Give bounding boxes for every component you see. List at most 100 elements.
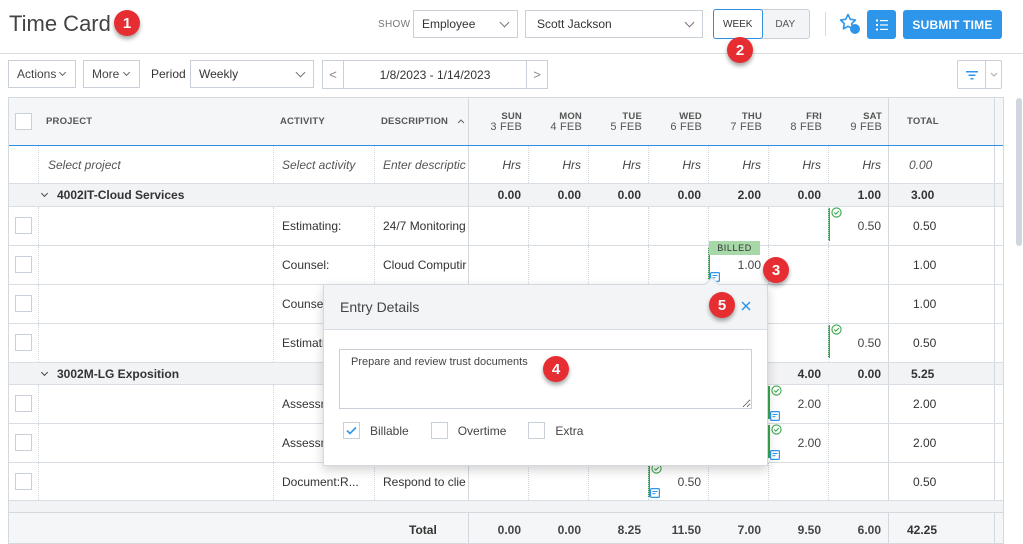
- row-checkbox[interactable]: [15, 256, 32, 273]
- group-title[interactable]: 4002IT-Cloud Services: [40, 184, 184, 206]
- close-icon[interactable]: [739, 299, 753, 313]
- grand-day-total: 11.50: [671, 523, 701, 537]
- filter-chevron-icon[interactable]: [986, 61, 1001, 88]
- hours-input-sun[interactable]: Hrs: [502, 157, 521, 172]
- col-description[interactable]: DESCRIPTION: [381, 98, 465, 145]
- select-all-checkbox[interactable]: [15, 113, 32, 130]
- approved-check-icon: [831, 207, 842, 218]
- row-checkbox[interactable]: [15, 295, 32, 312]
- hours-cell-sat[interactable]: 0.50: [828, 207, 888, 245]
- grand-total-row: Total 0.00 0.00 8.25 11.50 7.00 9.50 6.0…: [9, 512, 1003, 543]
- row-checkbox[interactable]: [15, 473, 32, 490]
- extra-checkbox[interactable]: [528, 422, 546, 439]
- note-icon[interactable]: [770, 450, 780, 460]
- group-total: 5.25: [911, 366, 935, 381]
- submit-time-button[interactable]: SUBMIT TIME: [903, 10, 1002, 39]
- activity-cell[interactable]: Assessm: [282, 436, 331, 450]
- hours-cell-fri[interactable]: 2.00: [768, 385, 828, 423]
- group-title[interactable]: 3002M-LG Exposition: [40, 363, 179, 384]
- group-day-total: 0.00: [677, 188, 701, 202]
- period-select[interactable]: Weekly: [190, 60, 314, 88]
- more-dropdown[interactable]: More: [83, 60, 140, 88]
- row-checkbox[interactable]: [15, 395, 32, 412]
- favorite-star-icon[interactable]: [838, 12, 862, 36]
- date-range[interactable]: 1/8/2023 - 1/14/2023: [379, 67, 491, 82]
- activity-cell[interactable]: Assessm: [282, 397, 331, 411]
- row-checkbox[interactable]: [15, 334, 32, 351]
- hours-input-sat[interactable]: Hrs: [862, 157, 881, 172]
- description-cell[interactable]: Respond to clie: [383, 474, 466, 489]
- hours-input-thu[interactable]: Hrs: [742, 157, 761, 172]
- approved-flag: [648, 464, 650, 497]
- hours-input-fri[interactable]: Hrs: [802, 157, 821, 172]
- activity-cell[interactable]: Counsel:: [282, 258, 330, 272]
- list-view-button[interactable]: [867, 10, 896, 39]
- col-tue: TUE 5 FEB: [610, 110, 642, 133]
- overtime-option[interactable]: Overtime: [430, 422, 506, 439]
- hours-cell-wed[interactable]: 0.50: [648, 463, 708, 500]
- table-row[interactable]: Estimating: 24/7 Monitoring 0.50 0.50: [9, 207, 1003, 246]
- hours-input-wed[interactable]: Hrs: [682, 157, 701, 172]
- chevron-down-icon: [40, 368, 49, 376]
- group-total: 3.00: [911, 188, 935, 202]
- group-day-total: 0.00: [557, 188, 581, 202]
- overtime-checkbox[interactable]: [430, 422, 448, 439]
- entry-note-textarea[interactable]: Prepare and review trust documents: [339, 349, 752, 409]
- total-label: Total: [409, 523, 437, 537]
- grand-total: 42.25: [907, 523, 938, 537]
- day-tab[interactable]: DAY: [775, 18, 796, 30]
- activity-cell[interactable]: Document:R...: [282, 474, 359, 489]
- description-input[interactable]: Enter descriptic: [383, 157, 466, 172]
- col-activity[interactable]: ACTIVITY: [280, 116, 325, 127]
- divider: [825, 12, 826, 36]
- approved-flag: [828, 325, 830, 358]
- grand-day-total: 8.25: [617, 523, 641, 537]
- row-total: 1.00: [913, 297, 937, 311]
- show-by-select[interactable]: Employee: [413, 10, 518, 38]
- project-input[interactable]: Select project: [48, 157, 121, 172]
- col-total: TOTAL: [907, 116, 939, 127]
- filter-icon[interactable]: [958, 61, 986, 88]
- group-row[interactable]: 4002IT-Cloud Services 0.00 0.00 0.00 0.0…: [9, 184, 1003, 207]
- approved-flag: [768, 386, 770, 419]
- table-row[interactable]: Counsel: Cloud Computir BILLED 1.00 1.00: [9, 241, 1003, 285]
- chevron-down-icon: [499, 17, 510, 28]
- col-sun: SUN 3 FEB: [490, 110, 522, 133]
- col-description-label: DESCRIPTION: [381, 116, 449, 127]
- group-day-total: 0.00: [617, 188, 641, 202]
- row-checkbox[interactable]: [15, 434, 32, 451]
- hours-input-mon[interactable]: Hrs: [562, 157, 581, 172]
- actions-dropdown[interactable]: Actions: [8, 60, 76, 88]
- group-day-total: 1.00: [857, 188, 881, 202]
- employee-select[interactable]: Scott Jackson: [525, 10, 703, 38]
- extra-label: Extra: [555, 423, 584, 438]
- vertical-scrollbar[interactable]: [1016, 98, 1022, 246]
- hours-cell-thu[interactable]: BILLED 1.00: [708, 241, 768, 284]
- hours-cell-sat[interactable]: 0.50: [828, 324, 888, 362]
- note-icon[interactable]: [770, 411, 780, 421]
- hours-cell-fri[interactable]: 2.00: [768, 424, 828, 462]
- extra-option[interactable]: Extra: [528, 422, 583, 439]
- group-day-total: 2.00: [737, 188, 761, 202]
- filter-button[interactable]: [957, 60, 1002, 89]
- note-icon[interactable]: [650, 488, 660, 498]
- table-row[interactable]: Document:R... Respond to clie 0.50 0.50: [9, 463, 1003, 501]
- billable-option[interactable]: Billable: [343, 422, 409, 439]
- annotation-badge-5: 5: [709, 292, 735, 318]
- prev-period-button[interactable]: <: [323, 61, 344, 88]
- row-checkbox[interactable]: [15, 217, 32, 234]
- approved-flag: [768, 425, 770, 458]
- activity-cell[interactable]: Estimatir: [282, 336, 329, 350]
- hours-input-tue[interactable]: Hrs: [622, 157, 641, 172]
- chevron-down-icon: [40, 189, 49, 198]
- week-tab[interactable]: WEEK: [713, 9, 763, 39]
- activity-input[interactable]: Select activity: [282, 157, 356, 172]
- entry-options: Billable Overtime Extra: [343, 422, 605, 439]
- billable-checkbox[interactable]: [343, 422, 360, 439]
- next-period-button[interactable]: >: [526, 61, 547, 88]
- description-cell[interactable]: 24/7 Monitoring: [383, 219, 466, 233]
- activity-cell[interactable]: Estimating:: [282, 219, 342, 233]
- activity-cell[interactable]: Counsel:: [282, 297, 330, 311]
- description-cell[interactable]: Cloud Computir: [383, 258, 467, 272]
- col-project[interactable]: PROJECT: [46, 116, 93, 127]
